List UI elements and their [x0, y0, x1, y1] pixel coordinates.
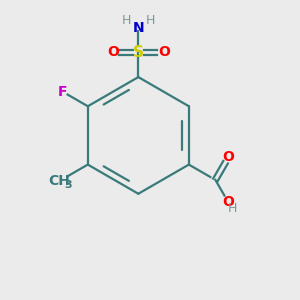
Text: H: H	[146, 14, 155, 27]
Text: F: F	[58, 85, 67, 99]
Text: N: N	[133, 20, 144, 34]
Text: O: O	[158, 45, 170, 59]
Text: S: S	[133, 45, 144, 60]
Text: O: O	[223, 150, 234, 164]
Text: O: O	[222, 195, 234, 209]
Text: 3: 3	[64, 180, 72, 190]
Text: CH: CH	[48, 174, 70, 188]
Text: H: H	[122, 14, 131, 27]
Text: H: H	[227, 202, 237, 215]
Text: O: O	[107, 45, 119, 59]
